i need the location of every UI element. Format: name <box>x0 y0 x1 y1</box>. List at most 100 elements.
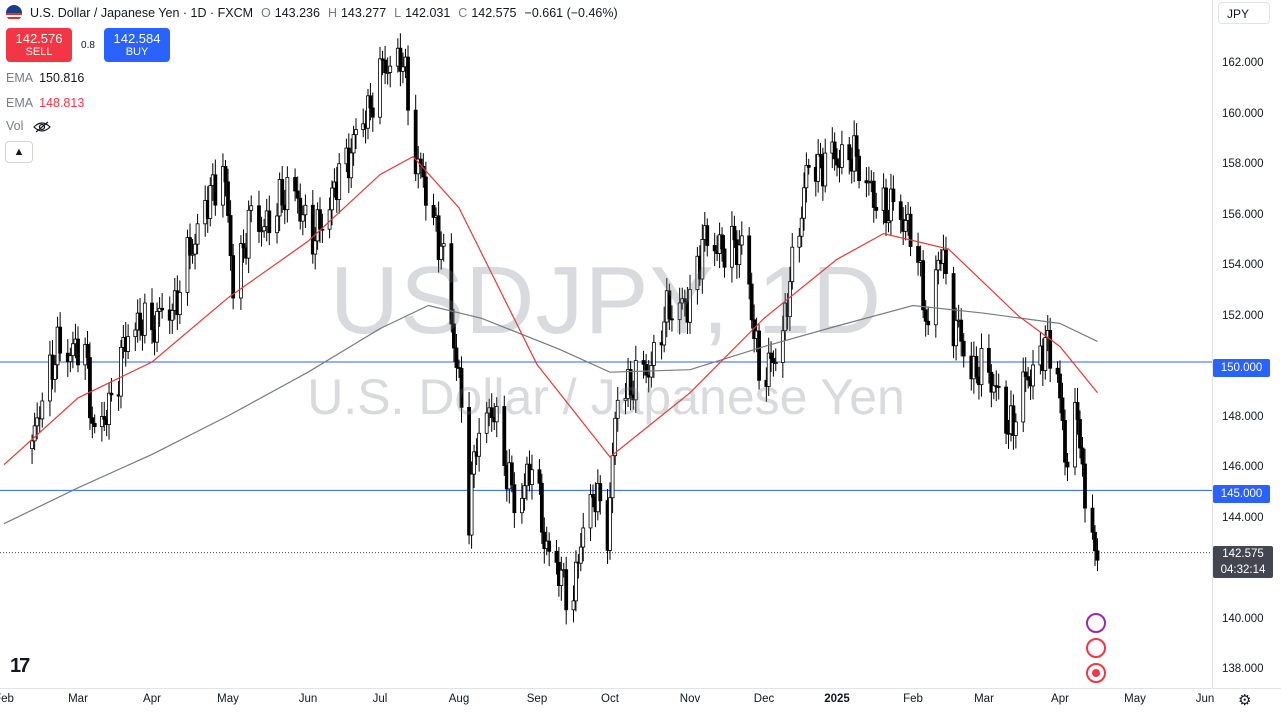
candle-body <box>303 204 308 216</box>
candle-body <box>1004 386 1008 434</box>
candle-body <box>1048 330 1053 369</box>
candle-body <box>564 569 569 611</box>
candle-body <box>749 283 754 321</box>
candle-body <box>797 235 802 248</box>
candle-body <box>85 344 90 358</box>
time-axis[interactable] <box>0 688 1281 715</box>
price-tick: 144.000 <box>1222 512 1264 524</box>
currency-label: JPY <box>1227 7 1250 21</box>
record-icon[interactable] <box>1086 663 1106 683</box>
candle-body <box>370 107 375 118</box>
close-value: 142.575 <box>471 6 517 20</box>
candle-body <box>213 174 218 206</box>
candle-body <box>908 213 913 247</box>
candle-body <box>732 225 737 241</box>
candle-body <box>35 417 40 427</box>
candle-body <box>996 386 1001 388</box>
hline-price-tag[interactable]: 150.000 <box>1213 359 1270 377</box>
ema-name: EMA <box>6 71 34 85</box>
candle-body <box>413 109 418 175</box>
candle-body <box>239 243 243 299</box>
candle-body <box>1078 419 1082 449</box>
candle-body <box>494 406 499 423</box>
candle-body <box>193 243 197 255</box>
candle-body <box>368 95 373 109</box>
candle-body <box>974 356 979 378</box>
candle-body <box>857 155 861 182</box>
candle-body <box>987 348 991 373</box>
last-price: 142.575 <box>1222 548 1264 560</box>
candle-body <box>1080 447 1085 465</box>
candle-body <box>275 215 279 234</box>
sell-button[interactable]: 142.576 SELL <box>6 28 72 62</box>
time-tick: Oct <box>601 693 619 705</box>
candle-body <box>436 215 441 260</box>
candle-body <box>682 298 687 302</box>
candle-body <box>285 177 290 211</box>
candle-body <box>790 246 795 283</box>
candle-body <box>522 485 527 499</box>
symbol-title[interactable]: U.S. Dollar / Japanese Yen · 1D · FXCM <box>30 6 254 20</box>
volume-legend[interactable]: Vol <box>6 119 51 133</box>
price-tick: 154.000 <box>1222 259 1264 271</box>
ema-legend-50[interactable]: EMA 148.813 <box>6 96 84 110</box>
candle-body <box>126 336 131 352</box>
price-chart[interactable] <box>0 0 1212 688</box>
lightning-icon[interactable] <box>1086 613 1106 633</box>
candle-body <box>354 129 358 136</box>
candle-body <box>1063 420 1067 463</box>
collapse-legend-button[interactable]: ▲ <box>5 141 33 163</box>
watermark-symbol: USDJPY, 1D <box>329 247 883 354</box>
settings-gear-icon[interactable]: ⚙ <box>1238 692 1252 709</box>
candle-body <box>578 546 583 564</box>
candle-body <box>298 197 303 222</box>
candle-body <box>109 392 114 396</box>
candle-body <box>712 245 717 252</box>
candle-body <box>398 47 403 72</box>
candle-body <box>608 497 612 551</box>
candle-body <box>330 187 334 211</box>
candle-body <box>70 343 75 357</box>
candle-body <box>571 600 576 611</box>
candle-body <box>623 397 628 401</box>
eye-hidden-icon[interactable] <box>33 121 51 133</box>
candle-body <box>615 399 620 419</box>
candle-body <box>90 417 95 424</box>
high-value: 143.277 <box>340 6 387 20</box>
candle-body <box>871 180 876 208</box>
candle-body <box>68 355 73 363</box>
candle-body <box>700 239 705 280</box>
candle-body <box>99 416 104 428</box>
candle-body <box>449 243 454 325</box>
candle-body <box>423 176 428 206</box>
close-label: C <box>458 6 468 20</box>
tradingview-logo[interactable]: 17 <box>10 655 30 677</box>
candle-body <box>747 235 752 285</box>
candle-body <box>823 152 828 187</box>
candle-body <box>574 561 578 602</box>
candle-body <box>351 134 356 154</box>
time-tick: Jun <box>298 693 318 705</box>
buy-button[interactable]: 142.584 BUY <box>104 28 170 62</box>
currency-selector[interactable]: JPY <box>1218 2 1270 24</box>
candle-body <box>921 260 926 311</box>
candle-body <box>170 310 175 321</box>
candle-body <box>959 319 964 342</box>
time-tick: Mar <box>974 693 994 705</box>
candle-body <box>512 484 517 514</box>
candle-body <box>581 527 586 548</box>
candle-body <box>150 302 154 331</box>
candle-body <box>452 323 456 349</box>
change-value: −0.661 (−0.46%) <box>524 6 618 20</box>
ema-50-line <box>3 155 1098 466</box>
us-flag-event-icon[interactable] <box>1086 638 1106 658</box>
time-tick: Sep <box>526 693 548 705</box>
ema-legend-200[interactable]: EMA 150.816 <box>6 71 84 85</box>
price-tick: 138.000 <box>1222 663 1264 675</box>
candle-body <box>185 237 190 293</box>
candle-body <box>155 311 159 343</box>
hline-price-tag[interactable]: 145.000 <box>1213 485 1270 503</box>
candle-body <box>133 329 138 338</box>
candle-body <box>1011 405 1016 436</box>
price-axis[interactable] <box>1212 0 1281 688</box>
